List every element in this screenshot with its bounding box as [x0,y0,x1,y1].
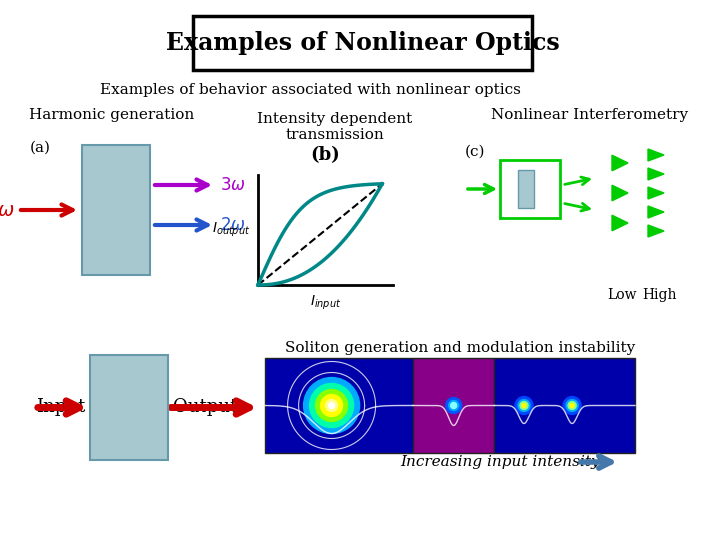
Text: $I_{output}$: $I_{output}$ [212,221,250,239]
Circle shape [446,397,462,414]
Polygon shape [612,215,628,231]
FancyBboxPatch shape [82,145,150,275]
Text: (a): (a) [30,141,51,155]
Circle shape [328,402,335,408]
Polygon shape [612,155,628,171]
Circle shape [518,400,530,411]
Text: Input: Input [36,399,85,416]
Bar [265,358,413,453]
Circle shape [520,402,528,409]
Polygon shape [648,206,664,218]
Circle shape [449,401,459,410]
Text: High: High [643,288,678,302]
Circle shape [563,396,581,415]
Polygon shape [648,149,664,161]
FancyBboxPatch shape [90,355,168,460]
Text: (b): (b) [310,146,340,164]
Circle shape [522,403,526,408]
Text: Examples of Nonlinear Optics: Examples of Nonlinear Optics [166,31,559,55]
Text: Examples of behavior associated with nonlinear optics: Examples of behavior associated with non… [100,83,521,97]
Circle shape [515,396,533,415]
Text: $3\omega$: $3\omega$ [220,176,246,194]
Text: Increasing input intensity: Increasing input intensity [400,455,600,469]
Text: Harmonic generation: Harmonic generation [30,108,194,122]
Polygon shape [648,187,664,199]
Circle shape [451,402,456,408]
Text: Low: Low [607,288,636,302]
FancyBboxPatch shape [193,16,532,70]
Text: (c): (c) [465,145,485,159]
FancyBboxPatch shape [518,170,534,208]
Text: $\omega$: $\omega$ [0,200,14,219]
Text: Intensity dependent
transmission: Intensity dependent transmission [257,112,413,142]
Text: Soliton generation and modulation instability: Soliton generation and modulation instab… [285,341,635,355]
Circle shape [320,395,343,416]
Circle shape [568,402,576,409]
Polygon shape [648,225,664,237]
Bar [413,358,495,453]
Polygon shape [648,168,664,180]
FancyBboxPatch shape [500,160,560,218]
Text: Nonlinear Interferometry: Nonlinear Interferometry [492,108,688,122]
Circle shape [315,389,348,422]
Circle shape [310,383,354,428]
Bar [495,358,635,453]
Polygon shape [612,185,628,201]
Circle shape [566,400,578,411]
Circle shape [325,400,338,411]
Text: Output: Output [173,399,238,416]
Text: $I_{input}$: $I_{input}$ [310,294,341,312]
Circle shape [304,377,359,434]
Circle shape [570,403,574,408]
Text: $2\omega$: $2\omega$ [220,216,246,234]
